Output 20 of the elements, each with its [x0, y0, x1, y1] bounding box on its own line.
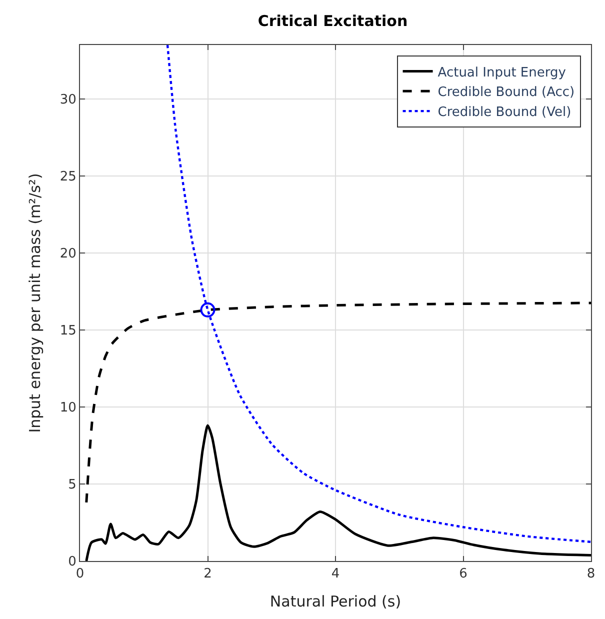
line-series	[85, 424, 591, 561]
y-tick-label: 15	[60, 324, 76, 339]
y-tick-label: 5	[68, 478, 76, 493]
x-tick-label: 4	[331, 566, 340, 582]
line-series	[85, 302, 591, 504]
y-tick-label: 25	[60, 169, 76, 184]
legend-label: Credible Bound (Vel)	[438, 105, 572, 120]
x-tick-label: 2	[204, 566, 212, 582]
x-axis-title: Natural Period (s)	[270, 592, 402, 611]
line-series	[166, 45, 591, 543]
y-tick-label: 20	[60, 246, 76, 262]
chart-title: Critical Excitation	[258, 12, 408, 30]
y-tick-label: 0	[68, 554, 76, 570]
y-axis-title: Input energy per unit mass (m²/s²)	[26, 173, 44, 433]
y-tick-label: 10	[60, 400, 76, 416]
y-tick-label: 30	[60, 92, 76, 108]
legend-label: Credible Bound (Acc)	[438, 85, 575, 100]
legend-label: Actual Input Energy	[438, 65, 566, 80]
x-tick-label: 6	[459, 566, 468, 582]
x-tick-label: 8	[586, 566, 596, 582]
